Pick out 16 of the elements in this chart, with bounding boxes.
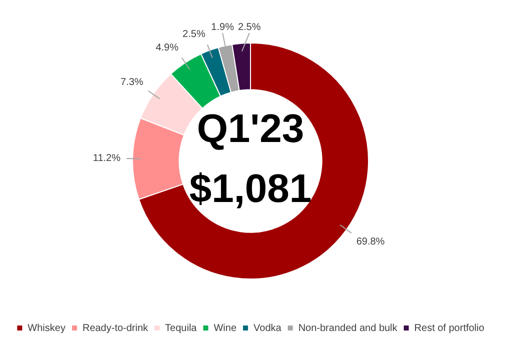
data-label: 1.9%	[211, 22, 234, 33]
text: $1,081	[189, 167, 312, 212]
legend-label: Wine	[214, 322, 237, 334]
data-label: 2.5%	[238, 22, 261, 33]
text: Q1'23	[196, 107, 304, 152]
data-label: 2.5%	[182, 28, 206, 40]
data-label: 69.8%	[356, 236, 385, 248]
legend-label: Non-branded and bulk	[298, 322, 398, 334]
legend-label: Whiskey	[28, 322, 66, 334]
data-label: 11.2%	[92, 153, 121, 164]
legend-label: Rest of portfolio	[414, 322, 485, 334]
legend-label: Tequila	[165, 322, 198, 334]
data-label: 4.9%	[156, 42, 179, 54]
legend-label: Ready-to-drink	[82, 322, 150, 334]
data-label: 7.3%	[120, 77, 144, 88]
legend-label: Vodka	[254, 322, 282, 334]
